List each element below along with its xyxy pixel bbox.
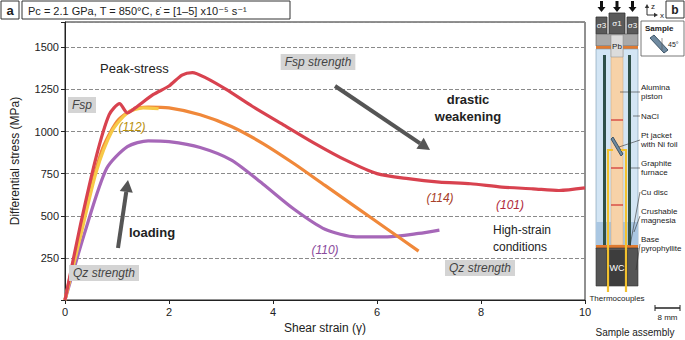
svg-text:250: 250 [41, 252, 59, 264]
svg-text:Sample assembly: Sample assembly [596, 327, 675, 338]
svg-text:Pt jacket: Pt jacket [641, 131, 672, 140]
svg-text:Shear strain (γ): Shear strain (γ) [284, 321, 366, 335]
svg-text:Fsp strength: Fsp strength [285, 55, 352, 69]
svg-text:Differential stress (MPa): Differential stress (MPa) [8, 97, 22, 225]
svg-text:piston: piston [641, 92, 662, 101]
svg-text:4: 4 [270, 306, 276, 318]
svg-text:pyrophyllite: pyrophyllite [641, 244, 682, 253]
svg-text:1500: 1500 [35, 41, 59, 53]
svg-text:Thermocouples: Thermocouples [589, 294, 644, 303]
svg-text:Cu disc: Cu disc [641, 188, 668, 197]
svg-text:drastic: drastic [447, 92, 490, 107]
svg-text:45°: 45° [668, 41, 679, 48]
svg-text:σ3: σ3 [597, 21, 607, 30]
svg-text:Graphite: Graphite [641, 159, 672, 168]
svg-text:NaCl: NaCl [641, 112, 659, 121]
svg-text:magnesia: magnesia [641, 216, 676, 225]
svg-text:with Ni foil: with Ni foil [640, 140, 678, 149]
svg-text:(110): (110) [311, 243, 338, 257]
svg-text:10: 10 [579, 306, 591, 318]
svg-text:furnace: furnace [641, 168, 668, 177]
svg-text:(114): (114) [426, 191, 453, 205]
svg-text:Peak-stress: Peak-stress [100, 61, 169, 76]
svg-text:Fsp: Fsp [72, 98, 92, 112]
svg-text:1250: 1250 [35, 83, 59, 95]
svg-text:(112): (112) [118, 120, 145, 134]
svg-text:High-strain: High-strain [493, 223, 551, 237]
svg-text:500: 500 [41, 210, 59, 222]
svg-text:a: a [6, 3, 14, 18]
svg-text:σ3: σ3 [628, 21, 638, 30]
svg-text:Base: Base [641, 235, 660, 244]
svg-text:σ1: σ1 [612, 19, 622, 28]
svg-text:2: 2 [166, 306, 172, 318]
svg-text:Crushable: Crushable [641, 207, 678, 216]
svg-text:weakening: weakening [434, 109, 502, 124]
svg-text:x: x [660, 11, 664, 20]
svg-text:(101): (101) [496, 198, 524, 212]
svg-text:0: 0 [62, 306, 68, 318]
svg-text:Sample: Sample [645, 24, 674, 33]
svg-text:z: z [651, 2, 655, 11]
svg-text:8 mm: 8 mm [658, 313, 678, 322]
svg-text:Pc = 2.1 GPa, T = 850°C, ε̇ =: Pc = 2.1 GPa, T = 850°C, ε̇ = [1–5] x10⁻… [28, 5, 247, 17]
svg-text:Alumina: Alumina [641, 83, 670, 92]
svg-text:b: b [671, 3, 678, 17]
svg-text:loading: loading [129, 225, 175, 240]
svg-text:Pb: Pb [612, 42, 622, 51]
svg-text:Qz strength: Qz strength [73, 266, 135, 280]
svg-text:1000: 1000 [35, 126, 59, 138]
svg-text:6: 6 [374, 306, 380, 318]
svg-text:750: 750 [41, 168, 59, 180]
svg-text:8: 8 [478, 306, 484, 318]
svg-text:conditions: conditions [493, 240, 547, 254]
svg-text:Qz strength: Qz strength [449, 261, 511, 275]
svg-text:WC: WC [610, 263, 625, 273]
